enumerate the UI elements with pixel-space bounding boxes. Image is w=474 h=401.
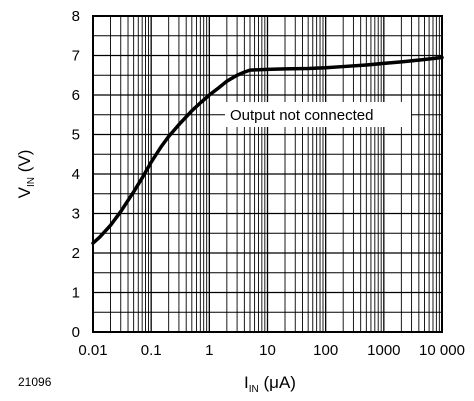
figure-id: 21096 — [18, 375, 52, 389]
x-tick-label: 100 — [313, 342, 338, 359]
series-line — [91, 55, 444, 245]
y-axis-label: VIN (V) — [15, 150, 37, 199]
y-tick-label: 5 — [72, 127, 80, 144]
y-tick-label: 2 — [72, 245, 80, 262]
y-tick-label: 3 — [72, 206, 80, 223]
x-tick-label: 10 — [259, 342, 276, 359]
plot-frame — [92, 15, 443, 333]
y-tick-label: 1 — [72, 285, 80, 302]
grid — [93, 16, 442, 332]
y-tick-label: 8 — [72, 8, 80, 25]
x-tick-label: 0.1 — [141, 342, 162, 359]
x-tick-label: 10 000 — [419, 342, 465, 359]
y-tick-label: 4 — [72, 166, 80, 183]
x-tick-label: 1000 — [367, 342, 400, 359]
x-tick-label: 0.01 — [78, 342, 107, 359]
annotation-background — [225, 102, 411, 127]
y-tick-label: 0 — [72, 324, 80, 341]
y-tick-label: 7 — [72, 48, 80, 65]
x-axis-label: IIN (μA) — [244, 373, 296, 395]
x-tick-label: 1 — [205, 342, 213, 359]
annotation: Output not connected — [230, 107, 373, 124]
y-tick-label: 6 — [72, 87, 80, 104]
tick-labels: 0.01 0.1 1 10 100 1000 10 000 0 1 2 3 4 5 6 7 8 — [72, 8, 465, 359]
